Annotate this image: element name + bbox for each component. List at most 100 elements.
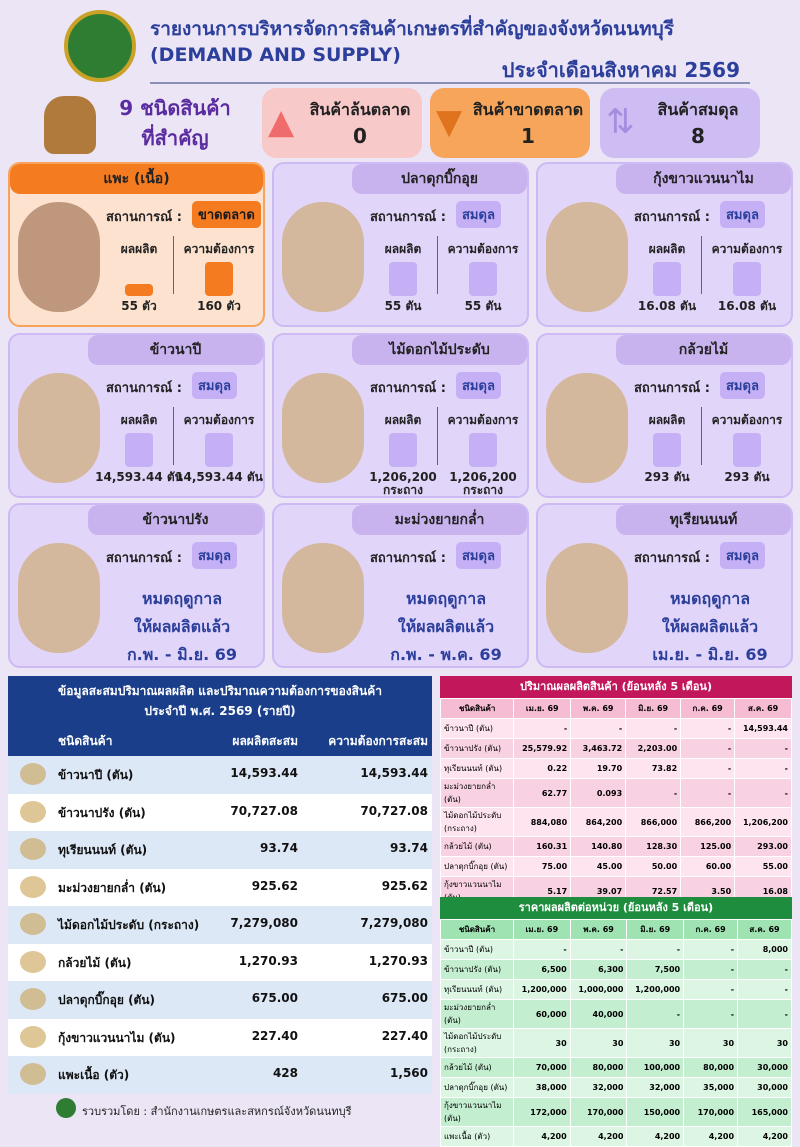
table-cell: 1,200,000	[512, 979, 571, 1000]
demand-label: ความต้องการ	[447, 413, 519, 427]
table-cell: ปลาดุกบิ๊กอุย (ตัน)	[58, 993, 156, 1007]
table-cell: 80,000	[683, 1057, 739, 1078]
table-cell: -	[683, 939, 739, 960]
table-title: ข้อมูลสะสมปริมาณผลผลิต และปริมาณความต้อง…	[58, 684, 382, 698]
table-cell: 30	[737, 1028, 792, 1058]
table-cell: 170,000	[683, 1097, 739, 1127]
table-row: มะม่วงยายกล่ำ (ตัน) 60,000 40,000- - -	[440, 999, 792, 1029]
table-cell: 1,200,000	[626, 979, 685, 1000]
status-label: สถานการณ์ :	[634, 551, 710, 566]
table-cell: -	[680, 758, 736, 779]
period: ประจำเดือนสิงหาคม 2569	[501, 58, 740, 82]
summary-label: สินค้าล้นตลาด	[309, 100, 411, 119]
table-cell: -	[513, 718, 572, 739]
table-cell: 884,080	[513, 807, 572, 837]
table-cell: 7,279,080	[230, 916, 298, 930]
table-cell: 864,200	[570, 807, 627, 837]
row-icon	[20, 875, 46, 898]
column-header: พ.ค. 69	[569, 919, 628, 940]
table-cell: กล้วยไม้ (ตัน)	[440, 1057, 514, 1078]
product-image	[18, 202, 100, 312]
table-cell: 50.00	[625, 856, 682, 877]
table-cell: 93.74	[260, 841, 298, 855]
bar	[653, 262, 681, 296]
row-icon	[20, 1025, 46, 1048]
table-cell: 45.00	[570, 856, 627, 877]
season-note: ให้ผลผลิตแล้ว	[661, 617, 759, 636]
summary-label: สินค้าสมดุล	[657, 100, 739, 119]
value-label: 16.08 ตัน	[637, 299, 697, 313]
card-tab: ปลาดุกบิ๊กอุย	[352, 164, 527, 194]
table-cell: 3,463.72	[570, 738, 627, 759]
table-cell: 428	[272, 1066, 298, 1080]
summary-arrow: ▲	[268, 102, 295, 142]
product-card: ข้าวนาปี สถานการณ์ : สมดุล ผลผลิต ความต้องกา…	[8, 333, 265, 498]
table-cell: 30,000	[737, 1057, 792, 1078]
footer-logo	[56, 1098, 76, 1118]
column-header: มิ.ย. 69	[625, 698, 682, 719]
value-label: 14,593.44 ตัน	[175, 470, 263, 484]
summary-value: 1	[521, 124, 535, 148]
product-card: กุ้งขาวแวนนาไม สถานการณ์ : สมดุล ผลผลิต ความ…	[536, 162, 793, 327]
card-tab: กล้วยไม้	[616, 335, 791, 365]
card-tab: ไม้ดอกไม้ประดับ	[352, 335, 527, 365]
table-row: แพะเนื้อ (ตัว) 428 1,560	[8, 1056, 432, 1094]
bar	[389, 262, 417, 296]
divider	[701, 236, 702, 294]
card-tab: ทุเรียนนนท์	[616, 505, 791, 535]
value-label: 1,206,200 กระถาง	[369, 470, 437, 497]
summary-label: สินค้าขาดตลาด	[472, 100, 584, 119]
logo	[64, 10, 136, 82]
bar	[653, 433, 681, 467]
table-cell: 73.82	[625, 758, 682, 779]
table-row: ข้าวนาปรัง (ตัน) 6,500 6,300 7,500- -	[440, 959, 792, 980]
cumulative-table: ข้อมูลสะสมปริมาณผลผลิต และปริมาณความต้อง…	[8, 676, 432, 1094]
card-tab: กุ้งขาวแวนนาไม	[616, 164, 791, 194]
table-cell: 227.40	[381, 1028, 428, 1043]
product-image	[546, 543, 628, 653]
summary-arrow: ⇅	[606, 102, 635, 142]
table-title: ปริมาณผลผลิตสินค้า (ย้อนหลัง 5 เดือน)	[440, 676, 792, 698]
header-rule	[150, 82, 750, 84]
table-cell: ปลาดุกบิ๊กอุย (ตัน)	[439, 856, 515, 877]
table-cell: 75.00	[513, 856, 572, 877]
column-header: ก.ค. 69	[680, 698, 736, 719]
table-cell: 1,206,200	[734, 807, 792, 837]
bar	[733, 433, 761, 467]
table-row: ไม้ดอกไม้ประดับ (กระถาง) 30 30 30 30 30	[440, 1028, 792, 1058]
table-cell: -	[625, 778, 682, 808]
production-label: ผลผลิต	[648, 242, 686, 256]
table-row: ข้าวนาปรัง (ตัน) 25,579.92 3,463.72 2,203.0…	[439, 738, 792, 759]
table-cell: -	[569, 939, 628, 960]
table-cell: 1,270.93	[238, 953, 298, 968]
table-cell: มะม่วงยายกล่ำ (ตัน)	[440, 999, 514, 1029]
column-header: ชนิดสินค้า	[439, 698, 515, 719]
table-cell: 8,000	[737, 939, 792, 960]
table-cell: -	[625, 718, 682, 739]
table-row: ข้าวนาปี (ตัน) - - - -14,593.44	[439, 718, 792, 739]
demand-label: ความต้องการ	[183, 413, 255, 427]
subtitle: (DEMAND AND SUPPLY)	[150, 44, 401, 66]
table-row: กล้วยไม้ (ตัน) 1,270.93 1,270.93	[8, 943, 432, 981]
summary-value: 0	[353, 124, 367, 148]
product-image	[282, 202, 364, 312]
status-label: สถานการณ์ :	[106, 551, 182, 566]
table-cell: 30	[683, 1028, 739, 1058]
production-label: ผลผลิต	[120, 242, 158, 256]
table-row: กล้วยไม้ (ตัน) 160.31 140.80 128.30 125.00 29…	[439, 836, 792, 857]
table-row: ทุเรียนนนท์ (ตัน) 0.22 19.70 73.82- -	[439, 758, 792, 779]
table-cell: ข้าวนาปรัง (ตัน)	[58, 805, 146, 820]
summary-box: ▼ สินค้าขาดตลาด 1	[430, 88, 590, 158]
season-note: ให้ผลผลิตแล้ว	[133, 617, 231, 636]
product-card: ทุเรียนนนท์ สถานการณ์ : สมดุล หมดฤดูกาล ให้ผ…	[536, 503, 793, 668]
table-cell: 30	[512, 1028, 571, 1058]
value-label: 55 ตัน	[464, 299, 502, 313]
status-label: สถานการณ์ :	[106, 210, 182, 225]
table-cell: ข้าวนาปี (ตัน)	[439, 718, 515, 739]
data-table: ปริมาณผลผลิตสินค้า (ย้อนหลัง 5 เดือน) ชนิ…	[439, 676, 792, 926]
product-card: ไม้ดอกไม้ประดับ สถานการณ์ : สมดุล ผลผลิต ควา…	[272, 333, 529, 498]
table-cell: 172,000	[512, 1097, 571, 1127]
table-cell: แพะเนื้อ (ตัว)	[58, 1068, 130, 1082]
table-row: ปลาดุกบิ๊กอุย (ตัน) 75.00 45.00 50.00 60.00 5…	[439, 856, 792, 877]
table-row: ข้าวนาปรัง (ตัน) 70,727.08 70,727.08	[8, 793, 432, 831]
